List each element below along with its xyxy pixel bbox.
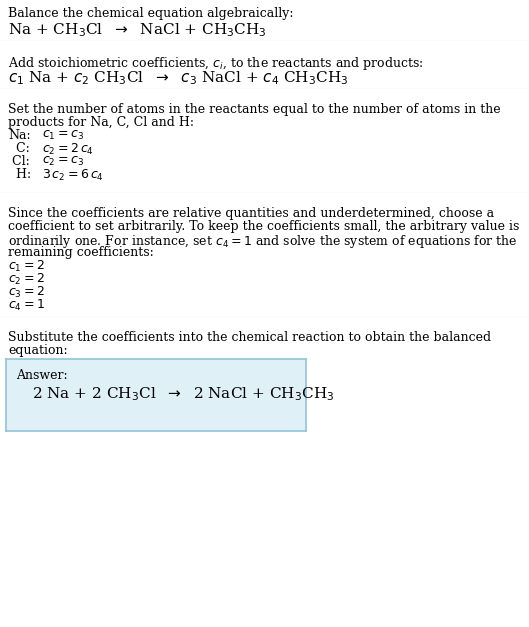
Text: $c_2 = 2\,c_4$: $c_2 = 2\,c_4$ [42, 142, 94, 157]
Text: $c_1$ Na + $c_2$ CH$_3$Cl  $\rightarrow$  $c_3$ NaCl + $c_4$ CH$_3$CH$_3$: $c_1$ Na + $c_2$ CH$_3$Cl $\rightarrow$ … [8, 69, 349, 87]
Text: $c_1 = c_3$: $c_1 = c_3$ [42, 129, 84, 142]
Text: Balance the chemical equation algebraically:: Balance the chemical equation algebraica… [8, 7, 294, 20]
Text: coefficient to set arbitrarily. To keep the coefficients small, the arbitrary va: coefficient to set arbitrarily. To keep … [8, 220, 519, 233]
Text: $c_2 = c_3$: $c_2 = c_3$ [42, 155, 84, 168]
Text: H:: H: [8, 168, 31, 181]
Text: Since the coefficients are relative quantities and underdetermined, choose a: Since the coefficients are relative quan… [8, 207, 494, 220]
Text: Na + CH$_3$Cl  $\rightarrow$  NaCl + CH$_3$CH$_3$: Na + CH$_3$Cl $\rightarrow$ NaCl + CH$_3… [8, 21, 267, 39]
Text: C:: C: [8, 142, 30, 155]
Text: Substitute the coefficients into the chemical reaction to obtain the balanced: Substitute the coefficients into the che… [8, 331, 491, 344]
Text: 2 Na + 2 CH$_3$Cl  $\rightarrow$  2 NaCl + CH$_3$CH$_3$: 2 Na + 2 CH$_3$Cl $\rightarrow$ 2 NaCl +… [32, 385, 334, 403]
Text: Answer:: Answer: [16, 369, 68, 382]
Text: ordinarily one. For instance, set $c_4 = 1$ and solve the system of equations fo: ordinarily one. For instance, set $c_4 =… [8, 233, 518, 250]
Text: equation:: equation: [8, 344, 68, 357]
Text: $c_3 = 2$: $c_3 = 2$ [8, 285, 45, 300]
Text: $c_4 = 1$: $c_4 = 1$ [8, 298, 45, 313]
Text: remaining coefficients:: remaining coefficients: [8, 246, 154, 259]
Text: products for Na, C, Cl and H:: products for Na, C, Cl and H: [8, 116, 194, 129]
Text: $c_2 = 2$: $c_2 = 2$ [8, 272, 45, 287]
Text: $3\,c_2 = 6\,c_4$: $3\,c_2 = 6\,c_4$ [42, 168, 104, 183]
Text: Cl:: Cl: [8, 155, 30, 168]
Text: Set the number of atoms in the reactants equal to the number of atoms in the: Set the number of atoms in the reactants… [8, 103, 500, 116]
Text: Add stoichiometric coefficients, $c_i$, to the reactants and products:: Add stoichiometric coefficients, $c_i$, … [8, 55, 424, 72]
Text: $c_1 = 2$: $c_1 = 2$ [8, 259, 45, 274]
Text: Na:: Na: [8, 129, 31, 142]
